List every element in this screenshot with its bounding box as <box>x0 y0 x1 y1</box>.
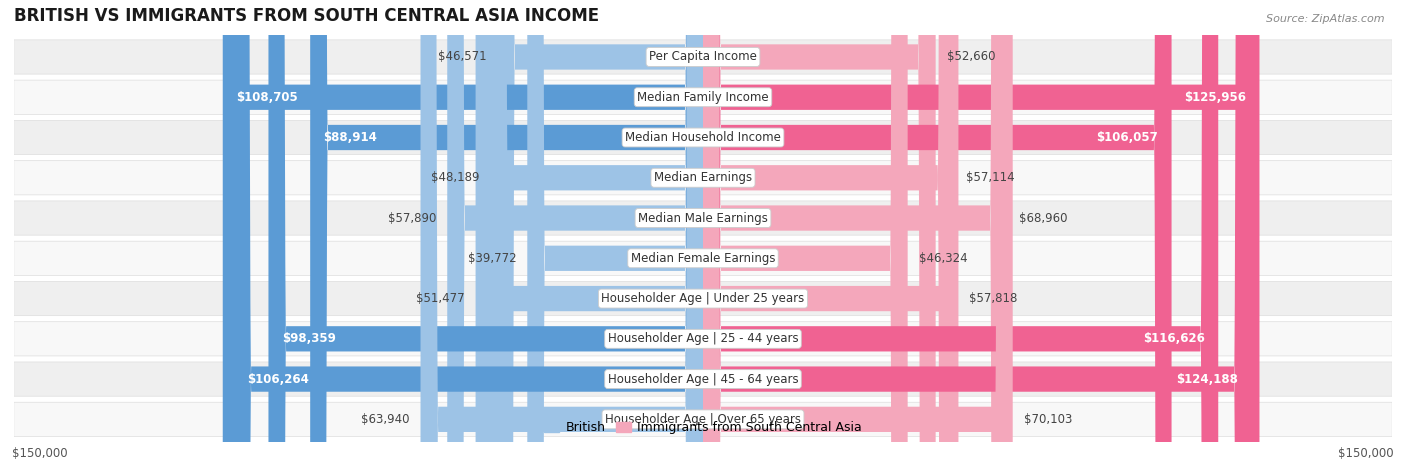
Text: $70,103: $70,103 <box>1024 413 1073 426</box>
Text: Householder Age | 25 - 44 years: Householder Age | 25 - 44 years <box>607 333 799 345</box>
FancyBboxPatch shape <box>703 0 1008 467</box>
Text: $51,477: $51,477 <box>416 292 464 305</box>
Legend: British, Immigrants from South Central Asia: British, Immigrants from South Central A… <box>540 416 866 439</box>
Text: Per Capita Income: Per Capita Income <box>650 50 756 64</box>
Text: $46,571: $46,571 <box>437 50 486 64</box>
FancyBboxPatch shape <box>703 0 955 467</box>
Text: Householder Age | Under 25 years: Householder Age | Under 25 years <box>602 292 804 305</box>
Text: $63,940: $63,940 <box>361 413 409 426</box>
Text: $124,188: $124,188 <box>1177 373 1239 386</box>
FancyBboxPatch shape <box>311 0 703 467</box>
FancyBboxPatch shape <box>14 402 1392 437</box>
FancyBboxPatch shape <box>498 0 703 467</box>
FancyBboxPatch shape <box>14 241 1392 276</box>
FancyBboxPatch shape <box>14 120 1392 155</box>
FancyBboxPatch shape <box>233 0 703 467</box>
FancyBboxPatch shape <box>527 0 703 467</box>
FancyBboxPatch shape <box>14 322 1392 356</box>
Text: $106,264: $106,264 <box>247 373 309 386</box>
FancyBboxPatch shape <box>703 0 1218 467</box>
FancyBboxPatch shape <box>703 0 959 467</box>
FancyBboxPatch shape <box>420 0 703 467</box>
FancyBboxPatch shape <box>703 0 908 467</box>
FancyBboxPatch shape <box>222 0 703 467</box>
FancyBboxPatch shape <box>14 40 1392 74</box>
FancyBboxPatch shape <box>703 0 935 467</box>
FancyBboxPatch shape <box>14 80 1392 114</box>
Text: Householder Age | 45 - 64 years: Householder Age | 45 - 64 years <box>607 373 799 386</box>
FancyBboxPatch shape <box>703 0 1251 467</box>
Text: $57,890: $57,890 <box>388 212 436 225</box>
FancyBboxPatch shape <box>475 0 703 467</box>
FancyBboxPatch shape <box>14 362 1392 396</box>
Text: Median Earnings: Median Earnings <box>654 171 752 184</box>
Text: $52,660: $52,660 <box>946 50 995 64</box>
Text: Median Male Earnings: Median Male Earnings <box>638 212 768 225</box>
Text: $57,818: $57,818 <box>970 292 1018 305</box>
Text: Median Household Income: Median Household Income <box>626 131 780 144</box>
Text: Source: ZipAtlas.com: Source: ZipAtlas.com <box>1267 14 1385 24</box>
FancyBboxPatch shape <box>447 0 703 467</box>
Text: $46,324: $46,324 <box>918 252 967 265</box>
Text: $88,914: $88,914 <box>323 131 377 144</box>
Text: $39,772: $39,772 <box>468 252 516 265</box>
Text: Median Female Earnings: Median Female Earnings <box>631 252 775 265</box>
FancyBboxPatch shape <box>491 0 703 467</box>
FancyBboxPatch shape <box>14 161 1392 195</box>
Text: Median Family Income: Median Family Income <box>637 91 769 104</box>
FancyBboxPatch shape <box>269 0 703 467</box>
Text: $125,956: $125,956 <box>1184 91 1246 104</box>
Text: $116,626: $116,626 <box>1143 333 1205 345</box>
FancyBboxPatch shape <box>703 0 1012 467</box>
FancyBboxPatch shape <box>14 201 1392 235</box>
Text: $98,359: $98,359 <box>281 333 336 345</box>
Text: BRITISH VS IMMIGRANTS FROM SOUTH CENTRAL ASIA INCOME: BRITISH VS IMMIGRANTS FROM SOUTH CENTRAL… <box>14 7 599 25</box>
Text: $57,114: $57,114 <box>966 171 1015 184</box>
Text: $106,057: $106,057 <box>1097 131 1159 144</box>
FancyBboxPatch shape <box>14 282 1392 316</box>
FancyBboxPatch shape <box>703 0 1171 467</box>
Text: $48,189: $48,189 <box>430 171 479 184</box>
Text: Householder Age | Over 65 years: Householder Age | Over 65 years <box>605 413 801 426</box>
Text: $108,705: $108,705 <box>236 91 298 104</box>
FancyBboxPatch shape <box>703 0 1260 467</box>
Text: $68,960: $68,960 <box>1019 212 1067 225</box>
